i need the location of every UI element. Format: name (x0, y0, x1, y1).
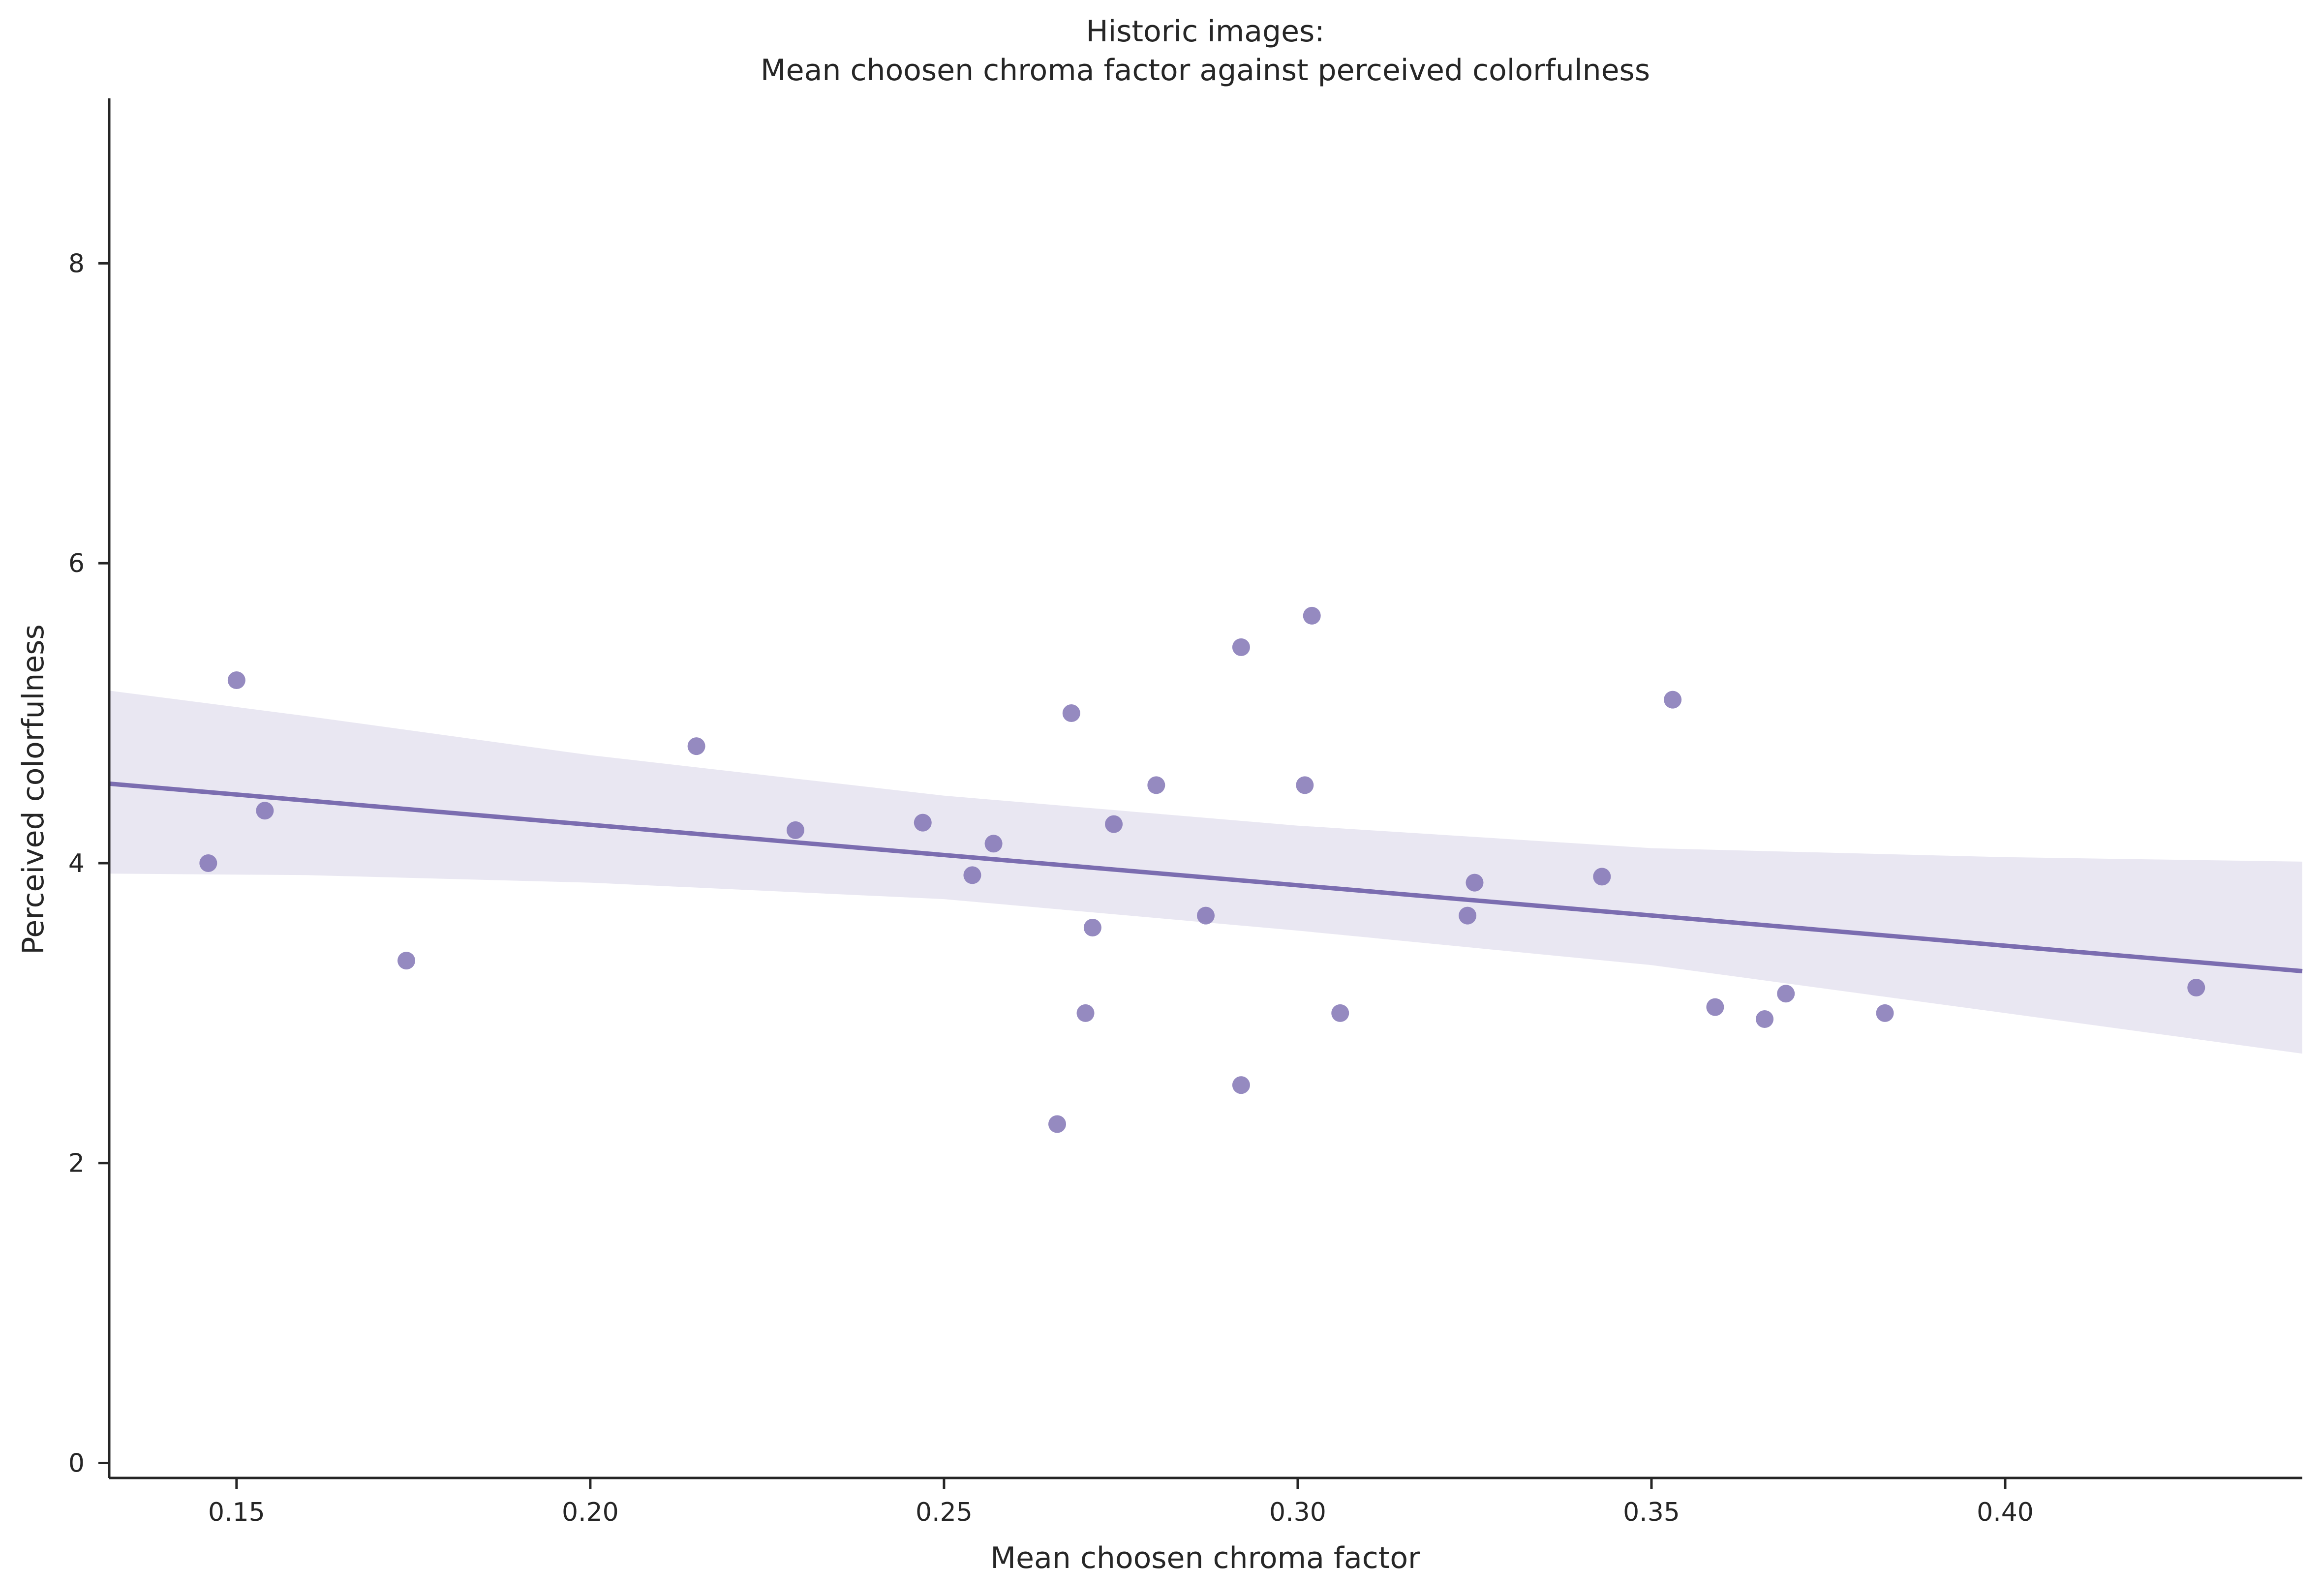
y-tick-label: 6 (68, 549, 85, 578)
data-point (1664, 691, 1682, 709)
data-point (914, 813, 932, 832)
data-point (397, 952, 415, 970)
chart-title: Historic images: Mean choosen chroma fac… (761, 14, 1650, 88)
data-point (1083, 919, 1101, 937)
data-point (227, 671, 245, 689)
confidence-band-layer (109, 691, 2302, 1054)
data-point (1147, 776, 1165, 794)
y-tick-label: 0 (68, 1449, 85, 1478)
data-point (199, 854, 217, 872)
confidence-band (109, 691, 2302, 1054)
data-point (1105, 815, 1123, 833)
data-point (1777, 985, 1795, 1003)
y-tick-label: 2 (68, 1149, 85, 1178)
data-point (2187, 979, 2205, 997)
data-point (1466, 873, 1484, 892)
data-point (1296, 776, 1314, 794)
axes (108, 98, 2302, 1479)
data-point (984, 835, 1003, 853)
data-point (1048, 1115, 1067, 1133)
chart-title-line-1: Historic images: (1086, 14, 1324, 49)
data-point (1459, 906, 1477, 925)
y-tick-label: 8 (68, 249, 85, 278)
x-tick-label: 0.15 (208, 1498, 265, 1527)
data-point (1876, 1004, 1894, 1022)
x-axis-ticks: 0.15 0.20 0.25 0.30 0.35 0.40 (208, 1478, 2034, 1527)
data-point (1232, 1076, 1250, 1094)
data-point (687, 737, 705, 755)
x-tick-label: 0.40 (1977, 1498, 2034, 1527)
x-tick-label: 0.35 (1623, 1498, 1680, 1527)
data-points-layer (199, 606, 2205, 1133)
data-point (1076, 1004, 1095, 1022)
data-point (1062, 704, 1080, 723)
y-tick-label: 4 (68, 849, 85, 878)
data-point (1232, 638, 1250, 656)
x-tick-label: 0.30 (1269, 1498, 1326, 1527)
chart-title-line-2: Mean choosen chroma factor against perce… (761, 53, 1650, 88)
x-axis-label: Mean choosen chroma factor (990, 1541, 1420, 1575)
data-point (786, 821, 804, 839)
data-point (1756, 1010, 1774, 1028)
y-axis-ticks: 0 2 4 6 8 (68, 249, 109, 1478)
x-tick-label: 0.25 (916, 1498, 973, 1527)
y-axis-label: Perceived colorfulness (16, 624, 51, 954)
data-point (1197, 906, 1215, 925)
data-point (1303, 606, 1321, 625)
data-point (256, 802, 274, 820)
data-point (1593, 868, 1611, 886)
data-point (1706, 998, 1724, 1016)
x-tick-label: 0.20 (562, 1498, 619, 1527)
regression-line-layer (109, 781, 2303, 973)
data-point (963, 866, 981, 884)
regression-line (109, 781, 2303, 973)
data-point (1331, 1004, 1349, 1022)
